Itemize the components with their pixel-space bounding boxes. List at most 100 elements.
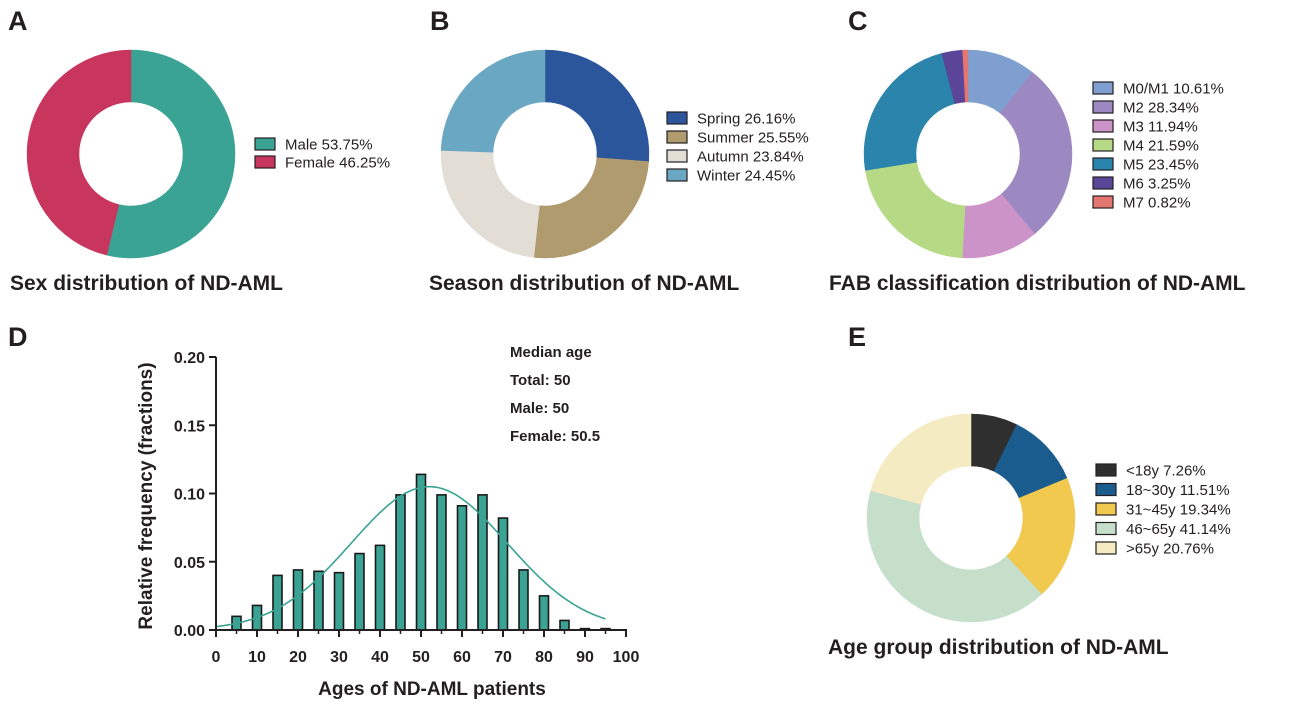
x-tick-label: 50 (412, 649, 430, 666)
panel-letter-d: D (8, 322, 28, 352)
legend-label: Male 53.75% (285, 137, 373, 154)
legend-season: Spring 26.16% Summer 25.55% Autumn 23.84% W… (666, 111, 809, 185)
donut-slice (866, 490, 1043, 623)
legend-swatch (666, 130, 688, 144)
x-tick-label: 10 (248, 649, 266, 666)
histogram-bar (477, 494, 488, 631)
legend-label: 31~45y 19.34% (1126, 502, 1231, 519)
legend-swatch (254, 137, 276, 151)
legend-swatch (1092, 138, 1114, 152)
median-male: Male: 50 (510, 400, 569, 417)
legend-fab: M0/M1 10.61% M2 28.34% M3 11.94% M4 21.59% M… (1092, 81, 1224, 212)
legend-label: Summer 25.55% (697, 130, 809, 147)
legend-label: 18~30y 11.51% (1126, 482, 1230, 499)
legend-swatch (1092, 119, 1114, 133)
x-tick-label: 100 (613, 649, 640, 666)
legend-swatch (1095, 541, 1117, 555)
legend-swatch (1092, 195, 1114, 209)
x-tick-label: 80 (535, 649, 553, 666)
legend-swatch (666, 111, 688, 125)
histogram-bar (333, 571, 345, 631)
donut-slice (440, 49, 546, 153)
histogram-bar (374, 544, 386, 631)
legend-label: Winter 24.45% (697, 168, 795, 185)
donut-chart-season (440, 49, 650, 259)
median-female: Female: 50.5 (510, 428, 600, 445)
legend-swatch (666, 168, 688, 182)
panel-letter-c: C (848, 6, 868, 36)
y-tick-label: 0.00 (174, 623, 205, 640)
median-total: Total: 50 (510, 372, 571, 389)
x-tick-label: 40 (371, 649, 389, 666)
legend-label: Spring 26.16% (697, 111, 795, 128)
donut-slice (533, 157, 649, 259)
chart-title-sex: Sex distribution of ND-AML (10, 272, 283, 295)
legend-label: M5 23.45% (1123, 157, 1199, 174)
legend-label: M7 0.82% (1123, 195, 1191, 212)
histogram-bars (231, 473, 611, 631)
legend-label: Autumn 23.84% (697, 149, 804, 166)
panel-letter-e: E (848, 322, 867, 352)
x-tick-label: 70 (494, 649, 512, 666)
histogram-bar (456, 504, 468, 631)
donut-slice (440, 150, 540, 258)
legend-label: M2 28.34% (1123, 100, 1199, 117)
legend-label: Female 46.25% (285, 155, 390, 172)
chart-title-age-group: Age group distribution of ND-AML (828, 636, 1169, 659)
legend-sex: Male 53.75%Female 46.25% (254, 137, 390, 172)
legend-swatch (1095, 502, 1117, 516)
donut-slice (106, 49, 236, 259)
chart-title-season: Season distribution of ND-AML (429, 272, 740, 295)
histogram-bar (395, 494, 406, 631)
donut-slice (26, 49, 132, 256)
x-axis-label: Ages of ND-AML patients (318, 679, 546, 700)
donut-slice (999, 71, 1073, 235)
donut-slice (870, 413, 972, 505)
histogram-bar (436, 494, 447, 631)
legend-label: >65y 20.76% (1126, 541, 1214, 558)
donut-chart-age-group (866, 413, 1076, 623)
histogram-bar (518, 569, 529, 631)
panel-letter-a: A (8, 6, 28, 36)
histogram-bar (559, 619, 570, 631)
donut-slice (865, 161, 966, 259)
legend-swatch (666, 149, 688, 163)
chart-title-fab: FAB classification distribution of ND-AM… (829, 272, 1246, 295)
legend-swatch (1092, 81, 1114, 95)
y-tick-label: 0.10 (174, 487, 205, 504)
y-axis-label: Relative frequency (fractions) (136, 362, 157, 629)
legend-swatch (1092, 100, 1114, 114)
legend-label: M6 3.25% (1123, 176, 1191, 193)
y-tick-label: 0.20 (174, 350, 205, 367)
histogram-bar (354, 552, 365, 631)
y-tick-label: 0.15 (174, 418, 205, 435)
donut-slice (863, 53, 956, 171)
legend-swatch (1095, 521, 1117, 536)
legend-swatch (1092, 176, 1114, 190)
histogram-age: 0.00 0.05 0.10 0.15 0.20 0 10 20 30 40 50 60 70 80 90 1… (136, 344, 639, 700)
legend-age-group: <18y 7.26% 18~30y 11.51% 31~45y 19.34% 46~6… (1095, 463, 1231, 558)
legend-label: 46~65y 41.14% (1126, 521, 1231, 538)
panel-letter-b: B (430, 6, 450, 36)
x-tick-label: 0 (212, 649, 221, 666)
histogram-bar (415, 473, 427, 631)
donut-slice (962, 49, 969, 103)
legend-swatch (1095, 482, 1117, 497)
legend-label: M3 11.94% (1123, 119, 1198, 136)
legend-label: M4 21.59% (1123, 138, 1199, 155)
x-tick-label: 90 (576, 649, 594, 666)
donut-chart-fab (863, 49, 1073, 259)
legend-swatch (1092, 157, 1114, 171)
histogram-bar (272, 574, 283, 631)
legend-label: M0/M1 10.61% (1123, 81, 1224, 98)
x-tick-label: 60 (453, 649, 471, 666)
histogram-bar (292, 569, 304, 631)
y-tick-label: 0.05 (174, 555, 205, 572)
donut-slice (544, 49, 650, 162)
legend-label: <18y 7.26% (1126, 463, 1206, 480)
legend-swatch (1095, 463, 1117, 477)
legend-swatch (254, 155, 276, 169)
histogram-axes: 0.00 0.05 0.10 0.15 0.20 0 10 20 30 40 50 60 70 80 90 1… (174, 350, 640, 666)
gaussian-fit-curve (215, 485, 606, 628)
